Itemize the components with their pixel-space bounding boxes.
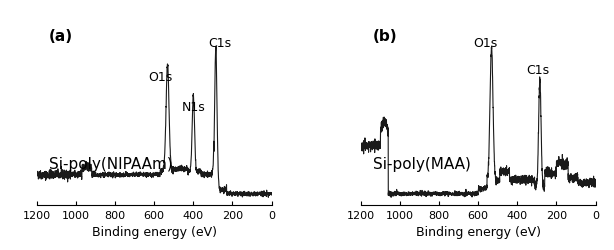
Text: C1s: C1s (208, 37, 231, 50)
Text: (b): (b) (373, 29, 397, 44)
X-axis label: Binding energy (eV): Binding energy (eV) (91, 225, 217, 238)
X-axis label: Binding energy (eV): Binding energy (eV) (416, 225, 541, 238)
Text: C1s: C1s (526, 64, 550, 77)
Text: O1s: O1s (148, 70, 172, 83)
Text: Si-poly(NIPAAm): Si-poly(NIPAAm) (49, 157, 173, 172)
Text: O1s: O1s (473, 37, 497, 50)
Text: Si-poly(MAA): Si-poly(MAA) (373, 157, 470, 172)
Text: (a): (a) (49, 29, 72, 44)
Text: N1s: N1s (182, 100, 205, 113)
